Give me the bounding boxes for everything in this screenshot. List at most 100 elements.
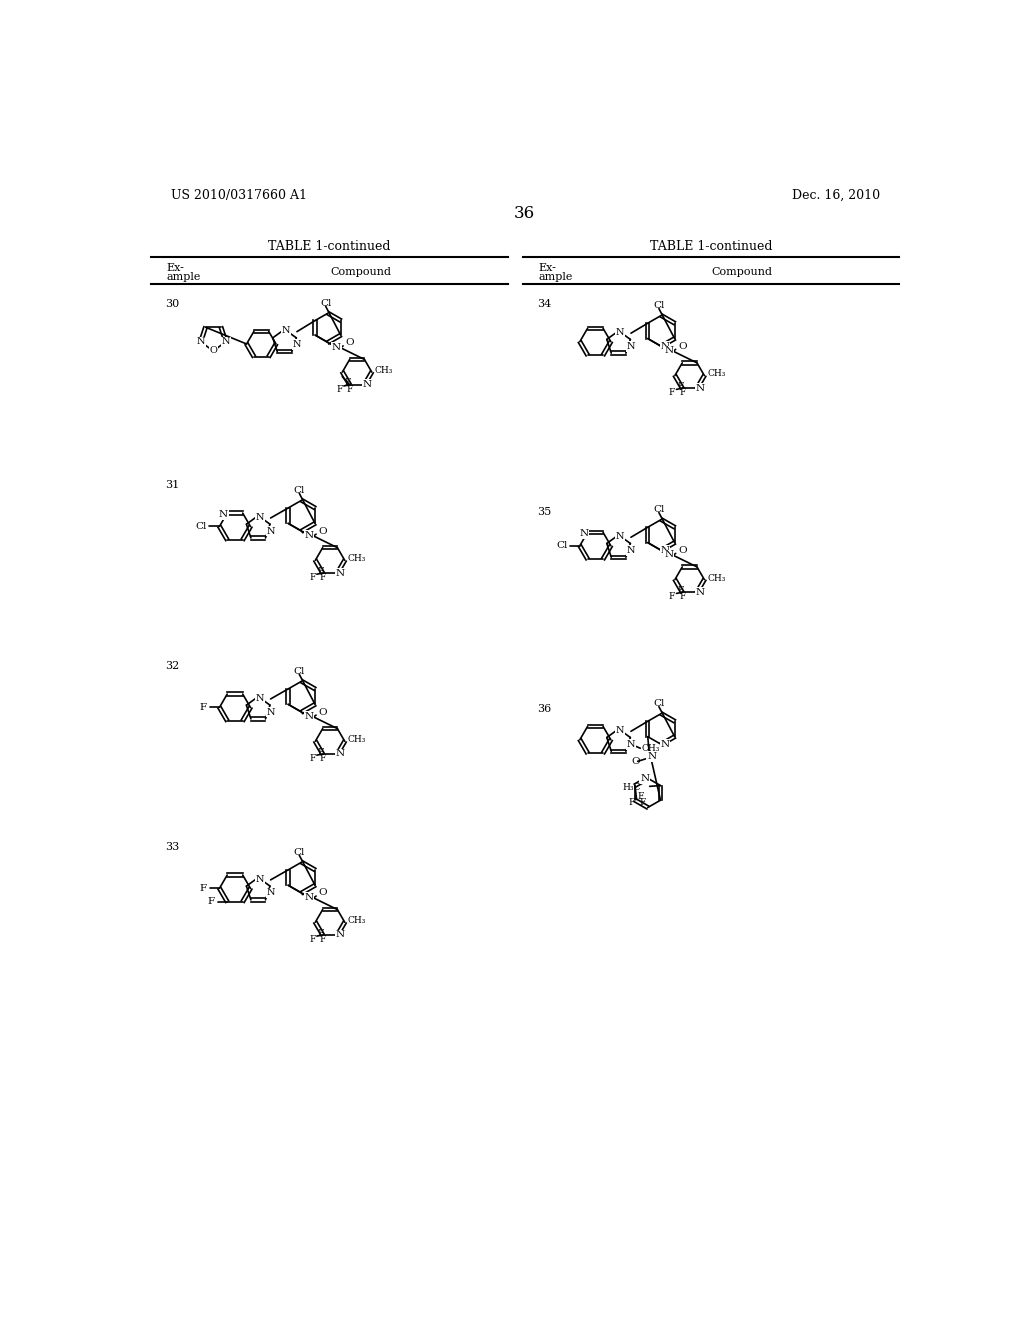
Text: N: N bbox=[282, 326, 291, 335]
Text: N: N bbox=[219, 510, 228, 519]
Text: F: F bbox=[669, 388, 675, 397]
Text: N: N bbox=[336, 569, 345, 578]
Text: N: N bbox=[304, 531, 313, 540]
Text: O: O bbox=[678, 546, 687, 554]
Text: Dec. 16, 2010: Dec. 16, 2010 bbox=[792, 189, 880, 202]
Text: N: N bbox=[336, 750, 345, 759]
Text: F: F bbox=[637, 792, 644, 801]
Text: F: F bbox=[680, 593, 686, 601]
Text: CH₃: CH₃ bbox=[375, 366, 393, 375]
Text: F: F bbox=[344, 379, 351, 387]
Text: O: O bbox=[318, 527, 327, 536]
Text: F: F bbox=[317, 566, 324, 576]
Text: Cl: Cl bbox=[653, 301, 665, 310]
Text: 33: 33 bbox=[165, 842, 179, 853]
Text: 34: 34 bbox=[538, 300, 552, 309]
Text: CH₃: CH₃ bbox=[642, 744, 660, 754]
Text: N: N bbox=[615, 726, 625, 735]
Text: Cl: Cl bbox=[294, 667, 305, 676]
Text: F: F bbox=[336, 384, 342, 393]
Text: O: O bbox=[345, 338, 354, 347]
Text: F: F bbox=[319, 754, 327, 763]
Text: N: N bbox=[197, 338, 205, 346]
Text: O: O bbox=[631, 756, 640, 766]
Text: N: N bbox=[665, 550, 673, 560]
Text: N: N bbox=[336, 931, 345, 940]
Text: F: F bbox=[317, 928, 324, 937]
Text: Cl: Cl bbox=[319, 298, 332, 308]
Text: N: N bbox=[627, 741, 635, 748]
Text: Compound: Compound bbox=[712, 267, 773, 277]
Text: N: N bbox=[304, 894, 313, 902]
Text: Cl: Cl bbox=[294, 486, 305, 495]
Text: CH₃: CH₃ bbox=[708, 370, 726, 379]
Text: N: N bbox=[304, 713, 313, 721]
Text: N: N bbox=[615, 327, 625, 337]
Text: N: N bbox=[256, 694, 264, 702]
Text: F: F bbox=[669, 593, 675, 601]
Text: 36: 36 bbox=[514, 206, 536, 222]
Text: N: N bbox=[660, 342, 670, 351]
Text: F: F bbox=[677, 381, 683, 391]
Text: F: F bbox=[677, 586, 683, 595]
Text: N: N bbox=[580, 529, 588, 539]
Text: N: N bbox=[695, 384, 705, 393]
Text: 30: 30 bbox=[165, 300, 179, 309]
Text: N: N bbox=[640, 774, 649, 783]
Text: F: F bbox=[680, 388, 686, 397]
Text: Compound: Compound bbox=[330, 267, 391, 277]
Text: O: O bbox=[209, 346, 217, 355]
Text: F: F bbox=[309, 573, 315, 582]
Text: 31: 31 bbox=[165, 480, 179, 490]
Text: Cl: Cl bbox=[653, 700, 665, 708]
Text: F: F bbox=[309, 935, 315, 944]
Text: ample: ample bbox=[539, 272, 573, 281]
Text: H₃C: H₃C bbox=[622, 783, 640, 792]
Text: N: N bbox=[266, 708, 274, 717]
Text: O: O bbox=[318, 708, 327, 717]
Text: ample: ample bbox=[167, 272, 201, 281]
Text: F: F bbox=[200, 704, 207, 711]
Text: TABLE 1-continued: TABLE 1-continued bbox=[268, 240, 391, 253]
Text: CH₃: CH₃ bbox=[348, 916, 367, 925]
Text: N: N bbox=[256, 875, 264, 883]
Text: F: F bbox=[309, 754, 315, 763]
Text: F: F bbox=[640, 799, 646, 807]
Text: F: F bbox=[208, 898, 215, 907]
Text: Ex-: Ex- bbox=[167, 263, 184, 273]
Text: Cl: Cl bbox=[653, 506, 665, 513]
Text: F: F bbox=[347, 384, 353, 393]
Text: N: N bbox=[660, 546, 670, 554]
Text: F: F bbox=[319, 573, 327, 582]
Text: N: N bbox=[362, 380, 372, 389]
Text: 36: 36 bbox=[538, 704, 552, 714]
Text: N: N bbox=[627, 546, 635, 554]
Text: Cl: Cl bbox=[556, 541, 567, 550]
Text: N: N bbox=[695, 587, 705, 597]
Text: F: F bbox=[317, 747, 324, 756]
Text: CH₃: CH₃ bbox=[708, 574, 726, 582]
Text: N: N bbox=[256, 512, 264, 521]
Text: Ex-: Ex- bbox=[539, 263, 557, 273]
Text: N: N bbox=[665, 346, 673, 355]
Text: CH₃: CH₃ bbox=[348, 554, 367, 564]
Text: Cl: Cl bbox=[294, 847, 305, 857]
Text: N: N bbox=[266, 527, 274, 536]
Text: N: N bbox=[647, 752, 656, 762]
Text: TABLE 1-continued: TABLE 1-continued bbox=[650, 240, 772, 253]
Text: F: F bbox=[629, 799, 635, 807]
Text: N: N bbox=[615, 532, 625, 541]
Text: N: N bbox=[627, 342, 635, 351]
Text: O: O bbox=[318, 888, 327, 898]
Text: N: N bbox=[293, 341, 301, 350]
Text: F: F bbox=[319, 935, 327, 944]
Text: US 2010/0317660 A1: US 2010/0317660 A1 bbox=[171, 189, 306, 202]
Text: 35: 35 bbox=[538, 507, 552, 517]
Text: O: O bbox=[678, 342, 687, 351]
Text: N: N bbox=[266, 888, 274, 898]
Text: N: N bbox=[660, 741, 670, 748]
Text: F: F bbox=[200, 884, 207, 892]
Text: Cl: Cl bbox=[196, 521, 207, 531]
Text: CH₃: CH₃ bbox=[348, 735, 367, 744]
Text: N: N bbox=[221, 338, 230, 346]
